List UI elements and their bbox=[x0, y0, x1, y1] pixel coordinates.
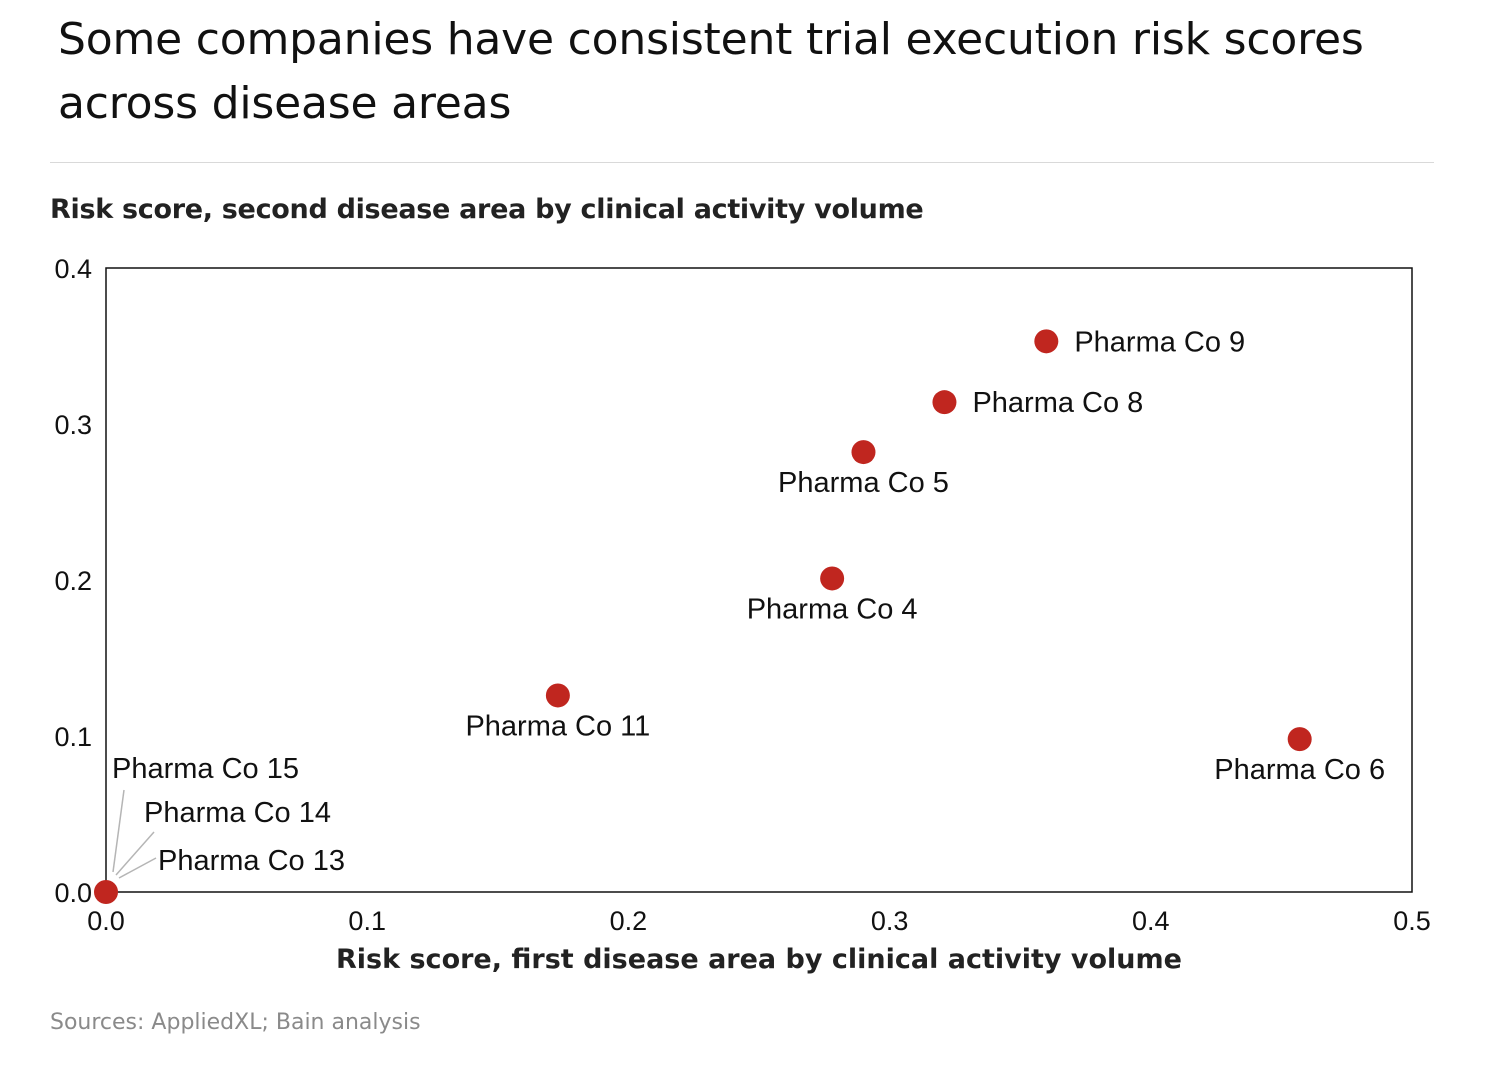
data-point bbox=[932, 390, 957, 415]
x-axis-title: Risk score, first disease area by clinic… bbox=[336, 944, 1182, 975]
point-label: Pharma Co 15 bbox=[112, 753, 299, 785]
point-labels-group: Pharma Co 9 Pharma Co 8 Pharma Co 5 Pharma … bbox=[112, 326, 1385, 877]
x-tick-label: 0.3 bbox=[871, 906, 909, 936]
y-tick-label: 0.2 bbox=[54, 566, 92, 596]
x-tick-label: 0.4 bbox=[1132, 906, 1170, 936]
data-point bbox=[1287, 727, 1312, 752]
y-axis-title: Risk score, second disease area by clini… bbox=[50, 194, 924, 225]
data-point bbox=[851, 440, 876, 465]
callout-lines bbox=[112, 789, 157, 879]
callout-line bbox=[118, 857, 157, 879]
point-label: Pharma Co 4 bbox=[747, 593, 918, 625]
x-tick-label: 0.2 bbox=[610, 906, 648, 936]
point-label: Pharma Co 9 bbox=[1074, 326, 1245, 358]
callout-line bbox=[112, 789, 125, 873]
plot-frame bbox=[105, 267, 1413, 893]
scatter-chart: 0.0 0.1 0.2 0.3 0.4 0.5 0.0 0.1 0.2 0.3 0.4 Pharma… bbox=[54, 254, 1430, 975]
point-label: Pharma Co 14 bbox=[144, 797, 331, 829]
point-label: Pharma Co 8 bbox=[972, 387, 1143, 419]
chart-title: Some companies have consistent trial exe… bbox=[58, 14, 1364, 129]
x-tick-label: 0.0 bbox=[87, 906, 125, 936]
y-tick-label: 0.3 bbox=[54, 410, 92, 440]
data-point bbox=[1034, 329, 1059, 354]
point-label: Pharma Co 5 bbox=[778, 467, 949, 499]
callout-line bbox=[115, 831, 155, 876]
data-point bbox=[94, 880, 118, 904]
y-tick-label: 0.4 bbox=[54, 254, 92, 284]
point-label: Pharma Co 11 bbox=[465, 710, 650, 742]
y-tick-label: 0.1 bbox=[54, 722, 92, 752]
point-label: Pharma Co 13 bbox=[158, 845, 345, 877]
data-point bbox=[545, 683, 570, 708]
x-tick-label: 0.5 bbox=[1393, 906, 1431, 936]
points-group bbox=[94, 329, 1312, 904]
axes-group: 0.0 0.1 0.2 0.3 0.4 0.5 0.0 0.1 0.2 0.3 0.4 bbox=[54, 254, 1430, 936]
source-note: Sources: AppliedXL; Bain analysis bbox=[50, 1010, 421, 1035]
x-tick-label: 0.1 bbox=[348, 906, 386, 936]
point-label: Pharma Co 6 bbox=[1214, 754, 1385, 786]
y-tick-label: 0.0 bbox=[54, 878, 92, 908]
data-point bbox=[820, 566, 845, 591]
title-divider bbox=[50, 162, 1434, 163]
